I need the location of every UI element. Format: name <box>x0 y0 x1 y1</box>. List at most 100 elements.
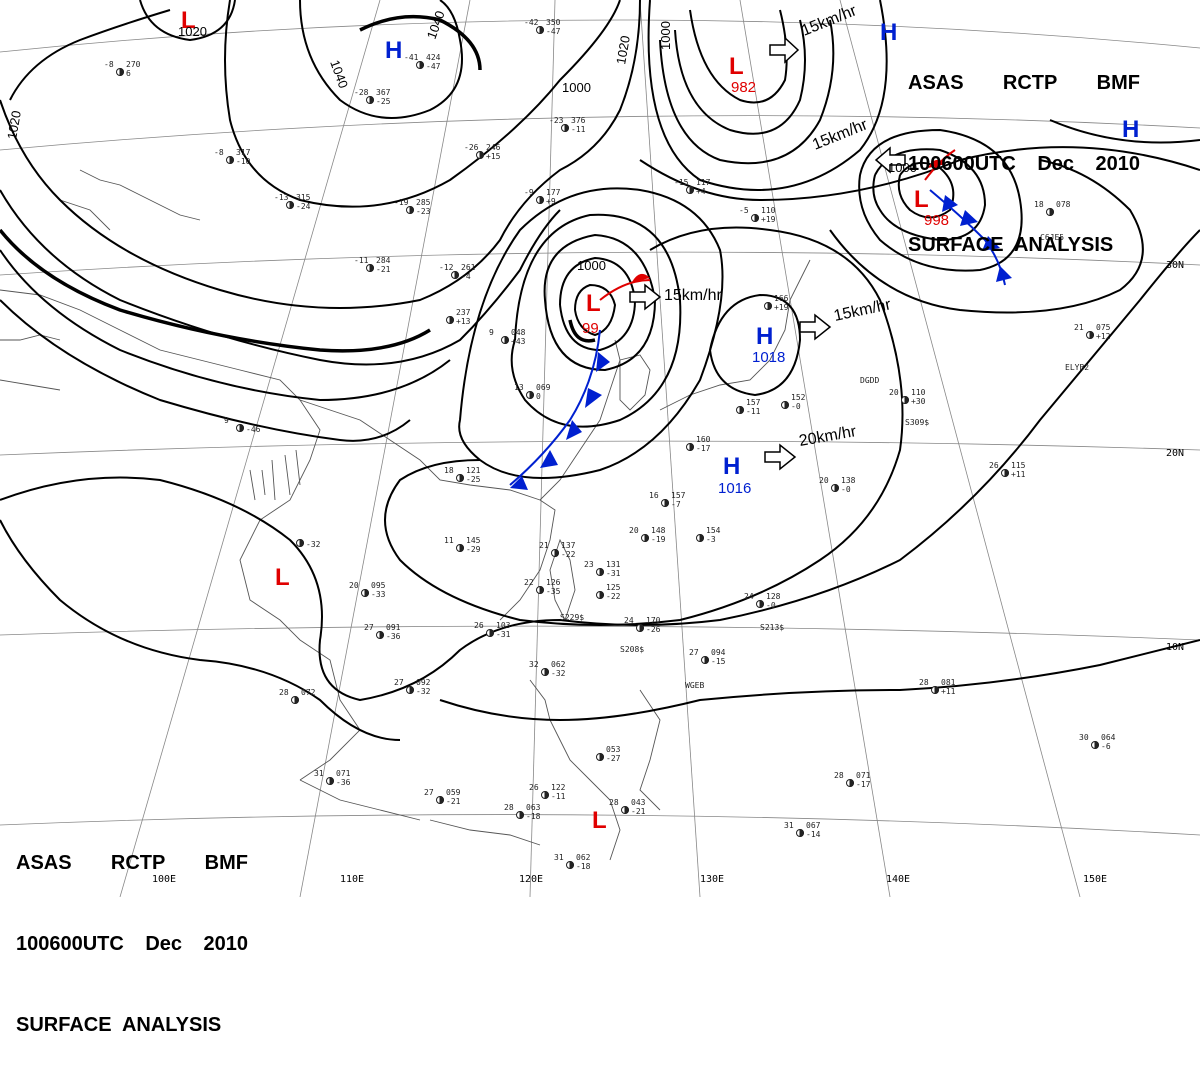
arrow-1018 <box>799 313 832 341</box>
title-word: RCTP <box>110 852 166 874</box>
station-cloud-cover <box>644 533 649 543</box>
station-pressure: 115 <box>1011 461 1026 470</box>
station-tendency: -24 <box>296 202 311 211</box>
longitude-label: 100E <box>152 874 176 885</box>
arrow-982 <box>769 36 800 64</box>
station-cloud-cover <box>1049 207 1054 217</box>
title-word: Dec <box>145 933 183 955</box>
station-cloud-cover <box>784 400 789 410</box>
station-temperature: -23 <box>549 116 564 125</box>
station-tendency: -4 <box>461 272 471 281</box>
longitude-label: 120E <box>519 874 543 885</box>
station-tendency: -25 <box>466 475 481 484</box>
station-temperature: 31 <box>314 769 324 778</box>
station-tendency: -3 <box>706 535 716 544</box>
station-temperature: 9 <box>489 328 494 337</box>
station-pressure: 067 <box>806 821 821 830</box>
title-line-3: SURFACE ANALYSIS <box>908 234 1114 256</box>
station-pressure: 117 <box>696 178 711 187</box>
station-temperature: 16 <box>649 491 659 500</box>
station-pressure: 270 <box>126 60 141 69</box>
station-temperature: -42 <box>524 18 539 27</box>
station-pressure: 092 <box>416 678 431 687</box>
station-pressure: 064 <box>1101 733 1116 742</box>
station-pressure: 053 <box>606 745 621 754</box>
station-tendency: -32 <box>551 669 566 678</box>
station-pressure: 246 <box>486 143 501 152</box>
title-word: Dec <box>1037 153 1075 175</box>
ship-id-label: S213$ <box>760 623 784 632</box>
station-cloud-cover <box>449 315 454 325</box>
station-temperature: 27 <box>394 678 404 687</box>
station-cloud-cover <box>564 123 569 133</box>
title-line-1: ASAS RCTP BMF <box>16 850 248 877</box>
station-cloud-cover <box>599 567 604 577</box>
ship-id-label: S229$ <box>560 613 584 622</box>
station-cloud-cover <box>767 301 772 311</box>
station-tendency: -27 <box>606 754 621 763</box>
station-cloud-cover <box>294 695 299 705</box>
station-cloud-cover <box>599 590 604 600</box>
title-word: RCTP <box>1002 72 1058 94</box>
station-cloud-cover <box>539 25 544 35</box>
station-cloud-cover <box>799 828 804 838</box>
station-pressure: 063 <box>526 803 541 812</box>
station-pressure: 081 <box>941 678 956 687</box>
station-cloud-cover <box>554 548 559 558</box>
isobar-value-label: 1020 <box>178 24 207 39</box>
station-cloud-cover <box>454 270 459 280</box>
central-pressure-value: 982 <box>731 79 756 96</box>
station-pressure: 424 <box>426 53 441 62</box>
warm-front-ne <box>924 149 956 181</box>
station-tendency: +4 <box>696 187 706 196</box>
station-tendency: +30 <box>911 397 926 406</box>
graticule-labels: 100E 110E 120E 130E 140E 150E 30N 20N 10N <box>152 260 1184 885</box>
graticule <box>0 0 1200 897</box>
station-cloud-cover <box>759 599 764 609</box>
station-pressure: 126 <box>546 578 561 587</box>
station-cloud-cover <box>289 200 294 210</box>
pressure-system-L-letter: L <box>914 186 929 213</box>
station-temperature: 26 <box>989 461 999 470</box>
station-pressure: 095 <box>371 581 386 590</box>
arrow-998 <box>874 146 906 174</box>
station-pressure: 059 <box>446 788 461 797</box>
pressure-system-L-letter: L <box>729 53 744 80</box>
station-cloud-cover <box>409 685 414 695</box>
station-temperature: 28 <box>609 798 619 807</box>
station-tendency: -0 <box>841 485 851 494</box>
station-temperature: 21 <box>539 541 549 550</box>
isobar-value-label: 1000 <box>888 160 917 175</box>
longitude-label: 130E <box>700 874 724 885</box>
station-tendency: -14 <box>806 830 821 839</box>
station-tendency: -0 <box>766 601 776 610</box>
station-temperature: 28 <box>279 688 289 697</box>
station-temperature: -8 <box>214 148 224 157</box>
station-pressure: 078 <box>1056 200 1071 209</box>
station-temperature: 27 <box>424 788 434 797</box>
station-tendency: -35 <box>546 587 561 596</box>
station-cloud-cover <box>544 790 549 800</box>
station-cloud-cover <box>849 778 854 788</box>
station-tendency: -47 <box>546 27 561 36</box>
station-pressure: 160 <box>696 435 711 444</box>
station-pressure: 137 <box>561 541 576 550</box>
title-word: BMF <box>1096 72 1140 94</box>
station-cloud-cover <box>239 423 244 433</box>
station-pressure: 048 <box>511 328 526 337</box>
station-tendency: -36 <box>336 778 351 787</box>
station-cloud-cover <box>689 185 694 195</box>
station-pressure: 131 <box>606 560 621 569</box>
station-pressure: 148 <box>651 526 666 535</box>
station-cloud-cover <box>904 395 909 405</box>
station-tendency: 0 <box>536 392 541 401</box>
station-cloud-cover <box>754 213 759 223</box>
station-tendency: -29 <box>466 545 481 554</box>
ship-id-labels: DGDD S309$ C6JE5 ELYB2 S213$ S229$ S208$ WGEB <box>560 233 1089 690</box>
station-tendency: -18 <box>526 812 541 821</box>
central-pressure-value: 998 <box>924 212 949 229</box>
ship-id-label: C6JE5 <box>1040 233 1064 242</box>
station-pressure: 315 <box>296 193 311 202</box>
